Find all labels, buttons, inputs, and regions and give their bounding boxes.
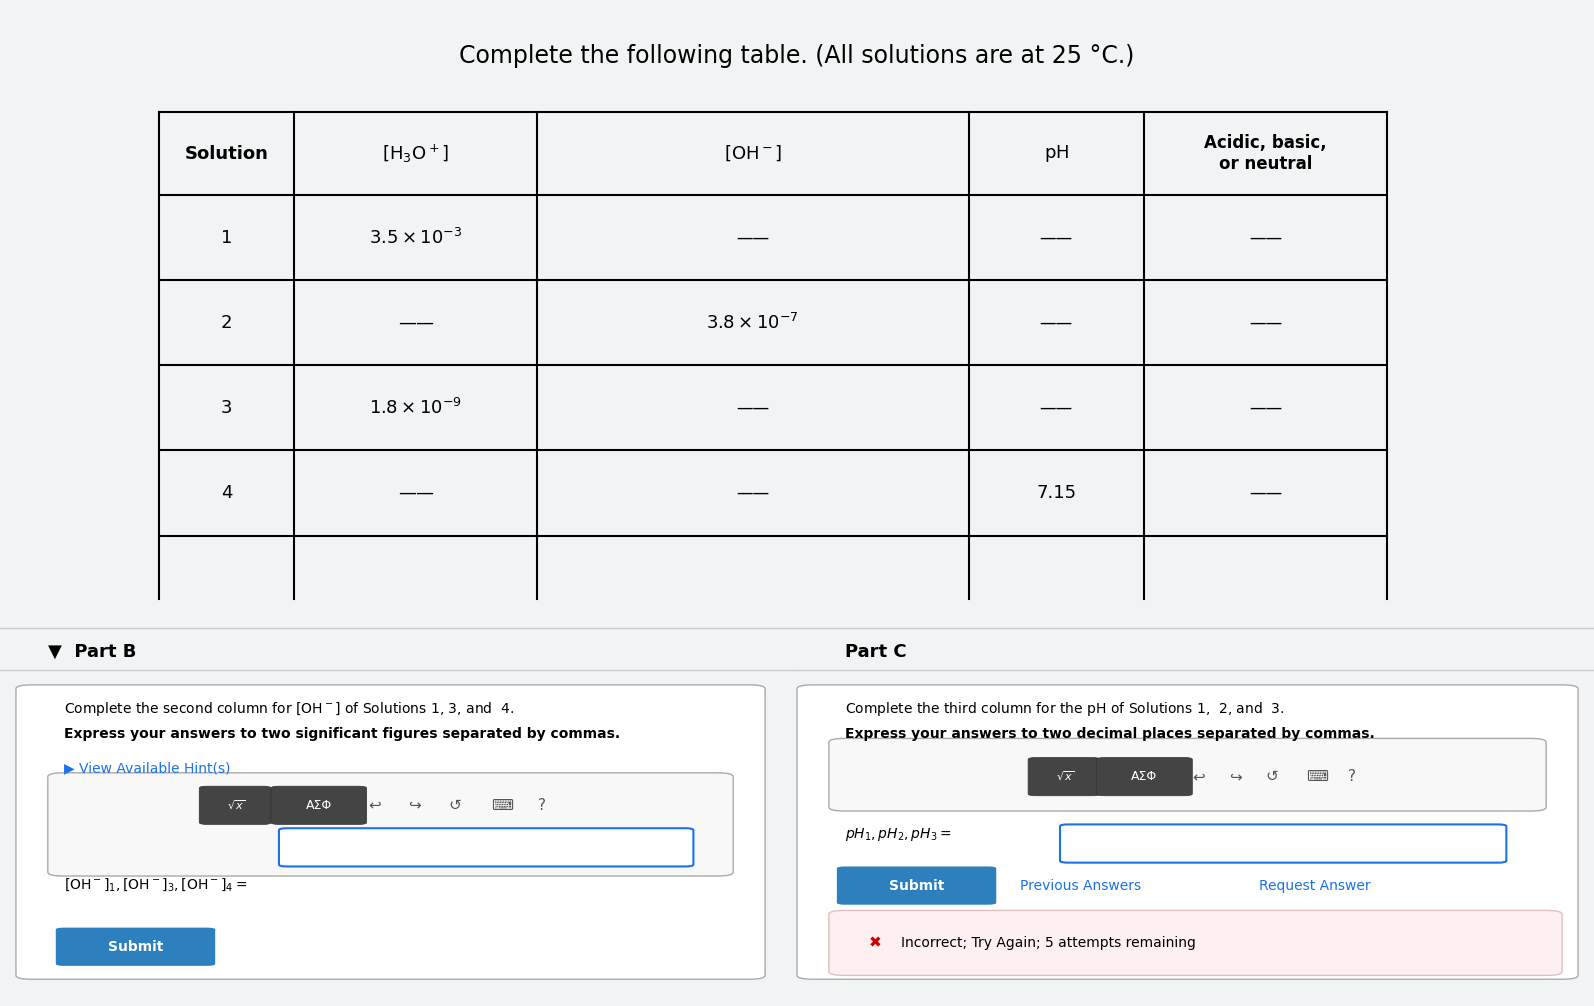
FancyBboxPatch shape xyxy=(279,828,693,866)
Text: ——: —— xyxy=(1039,314,1073,332)
Text: ↺: ↺ xyxy=(448,798,461,813)
Text: ⌨: ⌨ xyxy=(1305,770,1328,784)
Text: $3.5\times 10^{-3}$: $3.5\times 10^{-3}$ xyxy=(368,227,462,247)
Text: ↩: ↩ xyxy=(368,798,381,813)
FancyBboxPatch shape xyxy=(1028,758,1100,796)
Text: ↩: ↩ xyxy=(1192,770,1205,784)
FancyBboxPatch shape xyxy=(829,738,1546,811)
FancyBboxPatch shape xyxy=(1060,825,1506,862)
FancyBboxPatch shape xyxy=(1097,758,1192,796)
FancyBboxPatch shape xyxy=(56,928,215,966)
Text: Incorrect; Try Again; 5 attempts remaining: Incorrect; Try Again; 5 attempts remaini… xyxy=(901,936,1196,950)
Text: 4: 4 xyxy=(222,484,233,502)
Text: $pH_1, pH_2, pH_3 =$: $pH_1, pH_2, pH_3 =$ xyxy=(845,826,952,843)
Text: Submit: Submit xyxy=(108,940,163,954)
FancyBboxPatch shape xyxy=(271,787,367,825)
Text: $\sqrt{x}$: $\sqrt{x}$ xyxy=(226,799,245,812)
FancyBboxPatch shape xyxy=(16,685,765,979)
Text: 7.15: 7.15 xyxy=(1036,484,1076,502)
Text: ▼  Part B: ▼ Part B xyxy=(48,643,135,661)
Text: ↪: ↪ xyxy=(408,798,421,813)
Text: Express your answers to two decimal places separated by commas.: Express your answers to two decimal plac… xyxy=(845,727,1374,741)
FancyBboxPatch shape xyxy=(48,773,733,876)
Text: ——: —— xyxy=(736,228,770,246)
FancyBboxPatch shape xyxy=(837,866,996,904)
Text: 3: 3 xyxy=(222,398,233,416)
Text: ?: ? xyxy=(537,798,547,813)
Text: ΑΣΦ: ΑΣΦ xyxy=(1132,771,1157,783)
Text: ——: —— xyxy=(736,484,770,502)
FancyBboxPatch shape xyxy=(829,910,1562,976)
Text: ✖: ✖ xyxy=(869,936,881,951)
FancyBboxPatch shape xyxy=(199,787,271,825)
Text: ——: —— xyxy=(736,398,770,416)
Text: ΑΣΦ: ΑΣΦ xyxy=(306,799,332,812)
Text: ↪: ↪ xyxy=(1229,770,1242,784)
Text: Submit: Submit xyxy=(889,878,944,892)
Text: $\sqrt{x}$: $\sqrt{x}$ xyxy=(1055,770,1074,784)
Text: ——: —— xyxy=(1248,314,1282,332)
Text: Complete the second column for $[\mathrm{OH^-}]$ of Solutions 1, 3, and  4.: Complete the second column for $[\mathrm… xyxy=(64,700,513,718)
Text: ⌨: ⌨ xyxy=(491,798,513,813)
Text: ——: —— xyxy=(1039,398,1073,416)
Text: ——: —— xyxy=(1248,228,1282,246)
Text: Solution: Solution xyxy=(185,145,269,163)
Text: Complete the following table. (All solutions are at 25 °C.): Complete the following table. (All solut… xyxy=(459,43,1135,67)
Text: ▶ View Available Hint(s): ▶ View Available Hint(s) xyxy=(64,762,230,776)
Text: $[\mathrm{OH^-}]$: $[\mathrm{OH^-}]$ xyxy=(724,144,783,163)
Text: $\mathrm{pH}$: $\mathrm{pH}$ xyxy=(1044,143,1070,164)
Text: Part C: Part C xyxy=(845,643,907,661)
Text: $[\mathrm{OH^-}]_1, [\mathrm{OH^-}]_3, [\mathrm{OH^-}]_4 =$: $[\mathrm{OH^-}]_1, [\mathrm{OH^-}]_3, [… xyxy=(64,876,247,892)
Text: ——: —— xyxy=(397,314,434,332)
Text: Request Answer: Request Answer xyxy=(1259,878,1371,892)
Text: 1: 1 xyxy=(222,228,233,246)
FancyBboxPatch shape xyxy=(797,685,1578,979)
Text: Express your answers to two significant figures separated by commas.: Express your answers to two significant … xyxy=(64,727,620,741)
Text: ——: —— xyxy=(1039,228,1073,246)
Text: Previous Answers: Previous Answers xyxy=(1020,878,1141,892)
Text: ——: —— xyxy=(1248,398,1282,416)
Text: $[\mathrm{H_3O^+}]$: $[\mathrm{H_3O^+}]$ xyxy=(383,143,450,165)
Text: ↺: ↺ xyxy=(1266,770,1278,784)
Text: ?: ? xyxy=(1347,770,1356,784)
Text: $3.8\times 10^{-7}$: $3.8\times 10^{-7}$ xyxy=(706,313,799,333)
Text: ——: —— xyxy=(1248,484,1282,502)
Text: Acidic, basic,
or neutral: Acidic, basic, or neutral xyxy=(1203,134,1326,173)
Text: ——: —— xyxy=(397,484,434,502)
Text: 2: 2 xyxy=(222,314,233,332)
Text: Complete the third column for the $\mathrm{pH}$ of Solutions 1,  2, and  3.: Complete the third column for the $\math… xyxy=(845,700,1285,718)
Text: $1.8\times 10^{-9}$: $1.8\times 10^{-9}$ xyxy=(370,397,462,417)
